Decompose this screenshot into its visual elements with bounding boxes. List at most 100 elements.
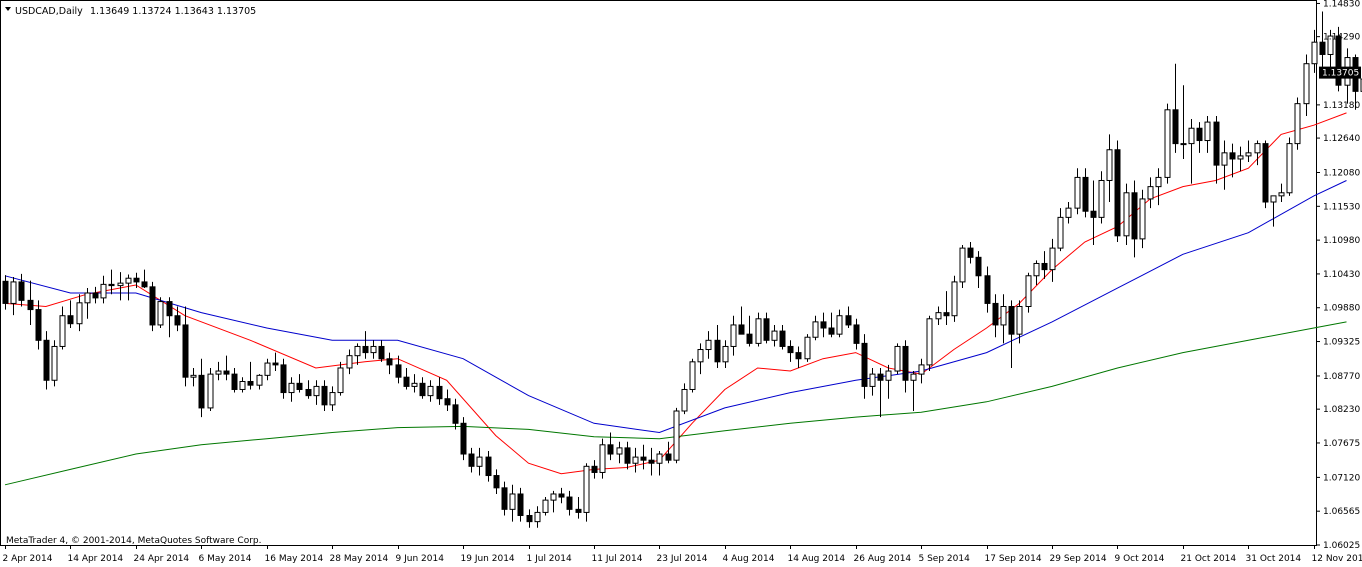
candle bbox=[1041, 251, 1048, 279]
candle bbox=[1278, 183, 1285, 203]
candle bbox=[566, 490, 573, 516]
candle-body-bull bbox=[1204, 121, 1211, 142]
candle bbox=[337, 361, 344, 396]
candle bbox=[787, 340, 794, 362]
time-tick-label: 23 Jul 2014 bbox=[657, 554, 708, 564]
candle bbox=[812, 315, 819, 341]
candle bbox=[67, 300, 74, 329]
candle bbox=[959, 245, 966, 289]
candle bbox=[174, 306, 181, 332]
candle bbox=[1074, 168, 1081, 215]
candle bbox=[329, 386, 336, 411]
candle-body-bull bbox=[1311, 41, 1318, 65]
candle bbox=[100, 275, 107, 304]
candle-body-bull bbox=[1025, 275, 1032, 308]
collapse-triangle-icon[interactable] bbox=[5, 7, 11, 11]
candle bbox=[411, 374, 418, 393]
candle bbox=[1335, 26, 1342, 92]
candle bbox=[272, 352, 279, 372]
candle-body-bull bbox=[1139, 198, 1146, 240]
candle bbox=[117, 272, 124, 301]
candle-body-bull bbox=[1221, 152, 1228, 166]
candle-body-bear bbox=[1090, 210, 1097, 218]
candle-body-bear bbox=[460, 422, 467, 455]
candle-body-bear bbox=[378, 345, 385, 360]
candle bbox=[125, 274, 132, 301]
candle bbox=[1270, 195, 1277, 227]
candle-body-bull bbox=[1098, 179, 1105, 218]
candle bbox=[182, 306, 189, 387]
candle bbox=[861, 334, 868, 399]
candle bbox=[1172, 63, 1179, 153]
candle bbox=[1237, 146, 1244, 172]
candle bbox=[362, 331, 369, 359]
candle bbox=[648, 447, 655, 476]
candle-body-bull bbox=[812, 321, 819, 338]
price-axis: 1.14830 1.14290 1.13180 1.12640 1.12080 1.115… bbox=[1316, 0, 1361, 551]
candle-body-bull bbox=[1049, 247, 1056, 271]
candle bbox=[190, 367, 197, 387]
candle bbox=[313, 380, 320, 405]
candle bbox=[468, 447, 475, 473]
candle-body-bear bbox=[501, 487, 508, 510]
candle-body-bear bbox=[43, 339, 50, 381]
candle bbox=[493, 469, 500, 494]
copyright-label: MetaTrader 4, © 2001-2014, MetaQuotes So… bbox=[6, 536, 262, 546]
candle-body-bull bbox=[935, 312, 942, 320]
candle-body-bull bbox=[697, 349, 704, 363]
candle bbox=[1245, 140, 1252, 163]
candle bbox=[436, 377, 443, 405]
candle-body-bear bbox=[35, 309, 42, 341]
candle-body-bull bbox=[288, 382, 295, 394]
candle bbox=[681, 383, 688, 415]
candle-body-bull bbox=[722, 345, 729, 363]
candle-body-bull bbox=[1286, 143, 1293, 194]
candle-body-bull bbox=[910, 373, 917, 381]
time-tick-label: 11 Jul 2014 bbox=[592, 554, 643, 564]
candle bbox=[558, 487, 565, 504]
candle bbox=[665, 441, 672, 464]
candle bbox=[51, 340, 58, 387]
candle bbox=[403, 367, 410, 390]
candle-body-bear bbox=[1319, 41, 1326, 55]
price-tick-label: 1.08230 bbox=[1323, 405, 1360, 415]
candle-body-bull bbox=[354, 345, 361, 357]
price-tick-label: 1.06565 bbox=[1323, 507, 1360, 517]
candle-body-bull bbox=[100, 283, 107, 299]
time-tick-label: 29 Sep 2014 bbox=[1050, 554, 1107, 564]
candle bbox=[975, 251, 982, 289]
candle-body-bear bbox=[648, 459, 655, 464]
candle-body-bear bbox=[198, 374, 205, 409]
candle bbox=[918, 358, 925, 384]
candle-body-bear bbox=[877, 373, 884, 381]
candle-body-bull bbox=[1000, 306, 1007, 326]
candle bbox=[501, 481, 508, 516]
candle bbox=[689, 358, 696, 393]
candle bbox=[1319, 11, 1326, 67]
candle-body-bear bbox=[182, 324, 189, 378]
time-tick-label: 26 Aug 2014 bbox=[854, 554, 912, 564]
candle bbox=[1114, 140, 1121, 242]
candle bbox=[746, 315, 753, 347]
candle bbox=[264, 358, 271, 381]
candle-body-bear bbox=[517, 493, 524, 516]
candle-body-bull bbox=[926, 318, 933, 366]
candle bbox=[820, 312, 827, 338]
time-tick-label: 17 Sep 2014 bbox=[985, 554, 1042, 564]
candle bbox=[476, 447, 483, 476]
candle bbox=[804, 334, 811, 362]
candle bbox=[452, 398, 459, 430]
candle bbox=[215, 361, 222, 381]
candle-body-bear bbox=[468, 453, 475, 467]
candle bbox=[714, 324, 721, 368]
candle bbox=[902, 340, 909, 393]
candle bbox=[1262, 140, 1269, 209]
symbol-label: USDCAD,Daily bbox=[15, 6, 83, 17]
candle bbox=[427, 380, 434, 402]
candle bbox=[534, 506, 541, 528]
candle bbox=[656, 450, 663, 476]
time-tick-label: 12 Nov 2014 bbox=[1312, 554, 1362, 564]
candle-body-bull bbox=[632, 456, 639, 464]
